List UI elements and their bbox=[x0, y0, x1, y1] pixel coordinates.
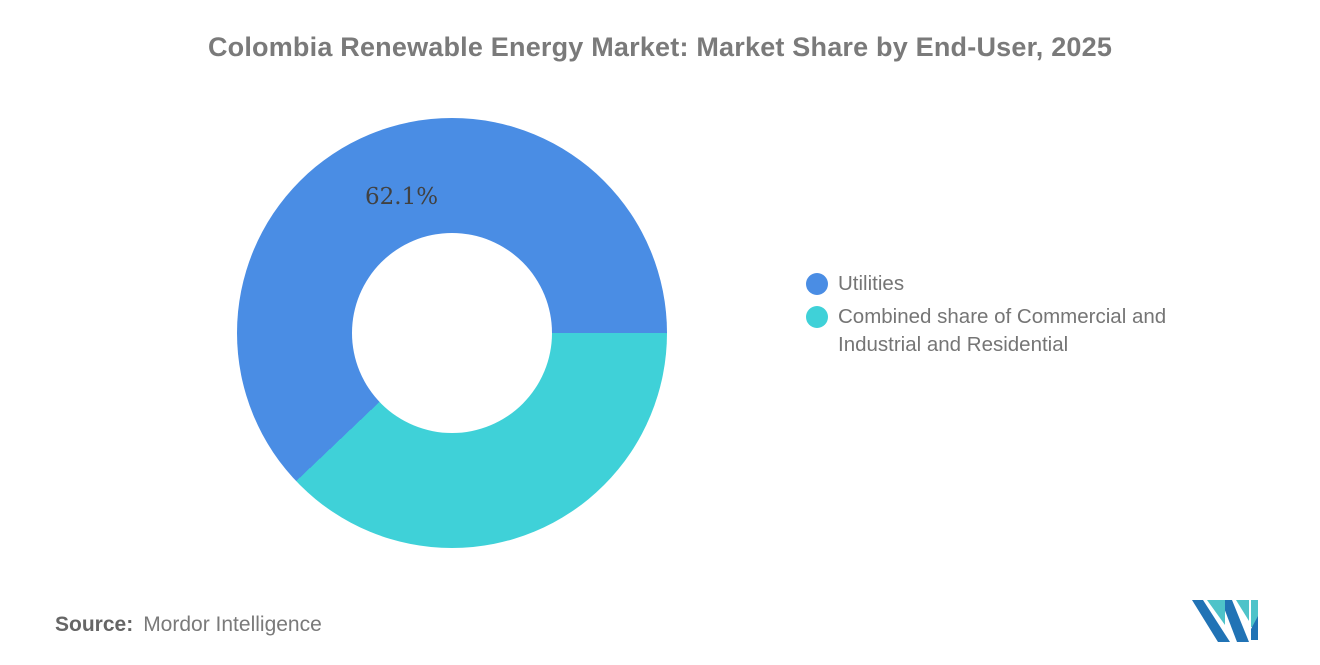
logo-shape-teal-tri-mid bbox=[1236, 600, 1249, 621]
source-line: Source: Mordor Intelligence bbox=[55, 613, 322, 637]
legend-item-combined[interactable]: Combined share of Commercial and Industr… bbox=[806, 303, 1246, 359]
donut-hole bbox=[352, 233, 552, 433]
legend-item-utilities[interactable]: Utilities bbox=[806, 270, 1246, 298]
logo-shape-blue-band-left bbox=[1192, 600, 1230, 642]
legend-swatch-utilities bbox=[806, 273, 828, 295]
legend-label-utilities: Utilities bbox=[838, 272, 905, 295]
legend-swatch-combined bbox=[806, 306, 828, 328]
logo-shape-blue-tri-right bbox=[1251, 616, 1258, 640]
slice-label-utilities: 62.1% bbox=[365, 184, 439, 210]
donut-chart[interactable]: 62.1% bbox=[237, 118, 667, 548]
legend-label-combined: Combined share of Commercial and Industr… bbox=[838, 305, 1167, 356]
source-label: Source: bbox=[55, 613, 134, 636]
legend: Utilities Combined share of Commercial a… bbox=[806, 270, 1246, 359]
logo-shape-teal-tri-left bbox=[1207, 600, 1225, 625]
mordor-intelligence-logo bbox=[1192, 600, 1258, 642]
source-value: Mordor Intelligence bbox=[143, 613, 322, 636]
logo-shape-blue-band-mid bbox=[1221, 600, 1249, 642]
chart-title: Colombia Renewable Energy Market: Market… bbox=[207, 32, 1113, 62]
